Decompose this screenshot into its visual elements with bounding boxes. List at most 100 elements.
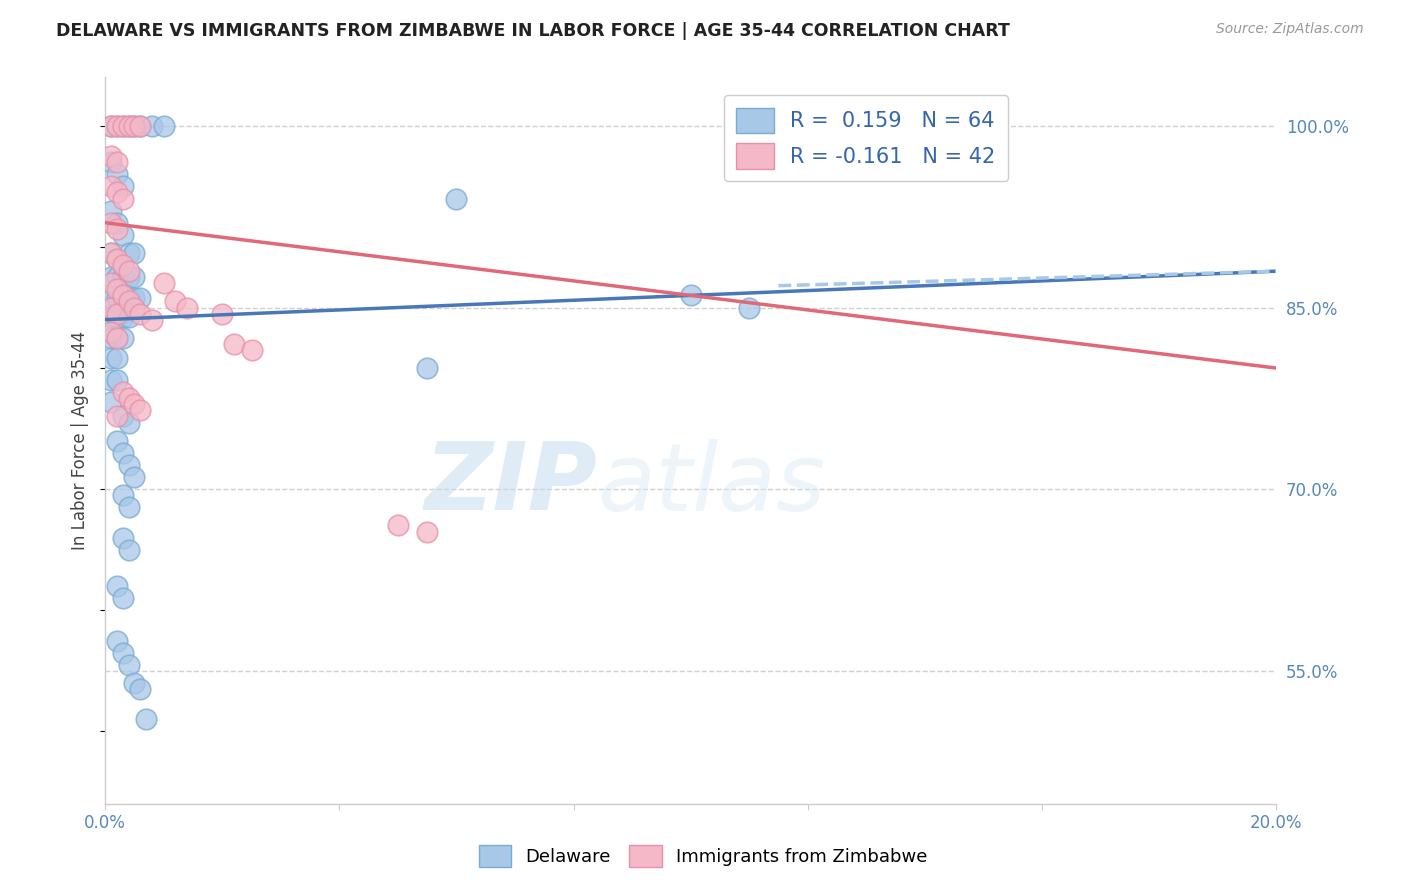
Point xyxy=(105,310,128,325)
Point xyxy=(100,203,122,218)
Point xyxy=(105,351,128,366)
Point xyxy=(105,167,128,181)
Point xyxy=(129,119,152,133)
Point xyxy=(111,331,134,345)
Point xyxy=(100,155,122,169)
Text: Source: ZipAtlas.com: Source: ZipAtlas.com xyxy=(1216,22,1364,37)
Point xyxy=(124,470,146,484)
Point xyxy=(129,403,152,417)
Point xyxy=(105,331,128,345)
Point xyxy=(105,373,128,387)
Point xyxy=(222,336,245,351)
Point xyxy=(105,282,128,296)
Point xyxy=(111,385,134,400)
Point xyxy=(124,676,146,690)
Point xyxy=(105,252,128,266)
Point xyxy=(105,409,128,424)
Legend: R =  0.159   N = 64, R = -0.161   N = 42: R = 0.159 N = 64, R = -0.161 N = 42 xyxy=(724,95,1008,181)
Point xyxy=(100,351,122,366)
Point xyxy=(105,222,128,236)
Point xyxy=(100,246,122,260)
Point xyxy=(100,395,122,409)
Point xyxy=(100,119,122,133)
Point xyxy=(117,392,139,406)
Point xyxy=(211,307,233,321)
Point xyxy=(129,681,152,696)
Point xyxy=(124,397,146,411)
Point xyxy=(117,542,139,557)
Point xyxy=(111,192,134,206)
Point xyxy=(416,361,439,376)
Point xyxy=(117,119,139,133)
Point xyxy=(105,579,128,593)
Point xyxy=(100,246,122,260)
Text: atlas: atlas xyxy=(598,439,825,530)
Point xyxy=(105,252,128,266)
Point xyxy=(111,288,134,302)
Point xyxy=(117,246,139,260)
Point xyxy=(105,119,128,133)
Point xyxy=(111,488,134,502)
Point xyxy=(111,119,134,133)
Point xyxy=(111,409,134,424)
Point xyxy=(117,119,139,133)
Point xyxy=(111,591,134,606)
Point xyxy=(100,270,122,285)
Point xyxy=(679,288,702,302)
Point xyxy=(124,119,146,133)
Point xyxy=(105,331,128,345)
Point xyxy=(141,312,163,326)
Point xyxy=(129,119,152,133)
Point xyxy=(117,416,139,430)
Point xyxy=(129,307,152,321)
Point xyxy=(111,270,134,285)
Point xyxy=(105,633,128,648)
Point xyxy=(105,119,128,133)
Point xyxy=(100,373,122,387)
Point xyxy=(972,161,994,176)
Point xyxy=(117,657,139,672)
Point xyxy=(100,301,122,315)
Point xyxy=(100,325,122,339)
Point xyxy=(117,500,139,515)
Point xyxy=(111,291,134,305)
Point xyxy=(111,227,134,242)
Point xyxy=(111,179,134,194)
Point xyxy=(105,186,128,200)
Point xyxy=(111,258,134,272)
Point xyxy=(124,301,146,315)
Point xyxy=(141,119,163,133)
Point xyxy=(117,310,139,325)
Text: ZIP: ZIP xyxy=(425,438,598,531)
Point xyxy=(105,155,128,169)
Point xyxy=(100,216,122,230)
Point xyxy=(117,264,139,278)
Point xyxy=(117,294,139,309)
Point xyxy=(117,270,139,285)
Point xyxy=(152,119,174,133)
Point xyxy=(176,301,198,315)
Point xyxy=(111,531,134,545)
Point xyxy=(111,310,134,325)
Point xyxy=(124,246,146,260)
Text: DELAWARE VS IMMIGRANTS FROM ZIMBABWE IN LABOR FORCE | AGE 35-44 CORRELATION CHAR: DELAWARE VS IMMIGRANTS FROM ZIMBABWE IN … xyxy=(56,22,1010,40)
Point xyxy=(105,307,128,321)
Point xyxy=(100,277,122,291)
Point xyxy=(387,518,409,533)
Point xyxy=(100,119,122,133)
Point xyxy=(105,270,128,285)
Point xyxy=(129,291,152,305)
Point xyxy=(111,258,134,272)
Point xyxy=(135,712,157,726)
Point xyxy=(100,291,122,305)
Point xyxy=(105,434,128,448)
Point xyxy=(124,119,146,133)
Point xyxy=(111,119,134,133)
Point xyxy=(165,294,187,309)
Point xyxy=(100,310,122,325)
Point xyxy=(416,524,439,539)
Point xyxy=(100,179,122,194)
Point xyxy=(100,331,122,345)
Point xyxy=(100,149,122,163)
Point xyxy=(738,301,761,315)
